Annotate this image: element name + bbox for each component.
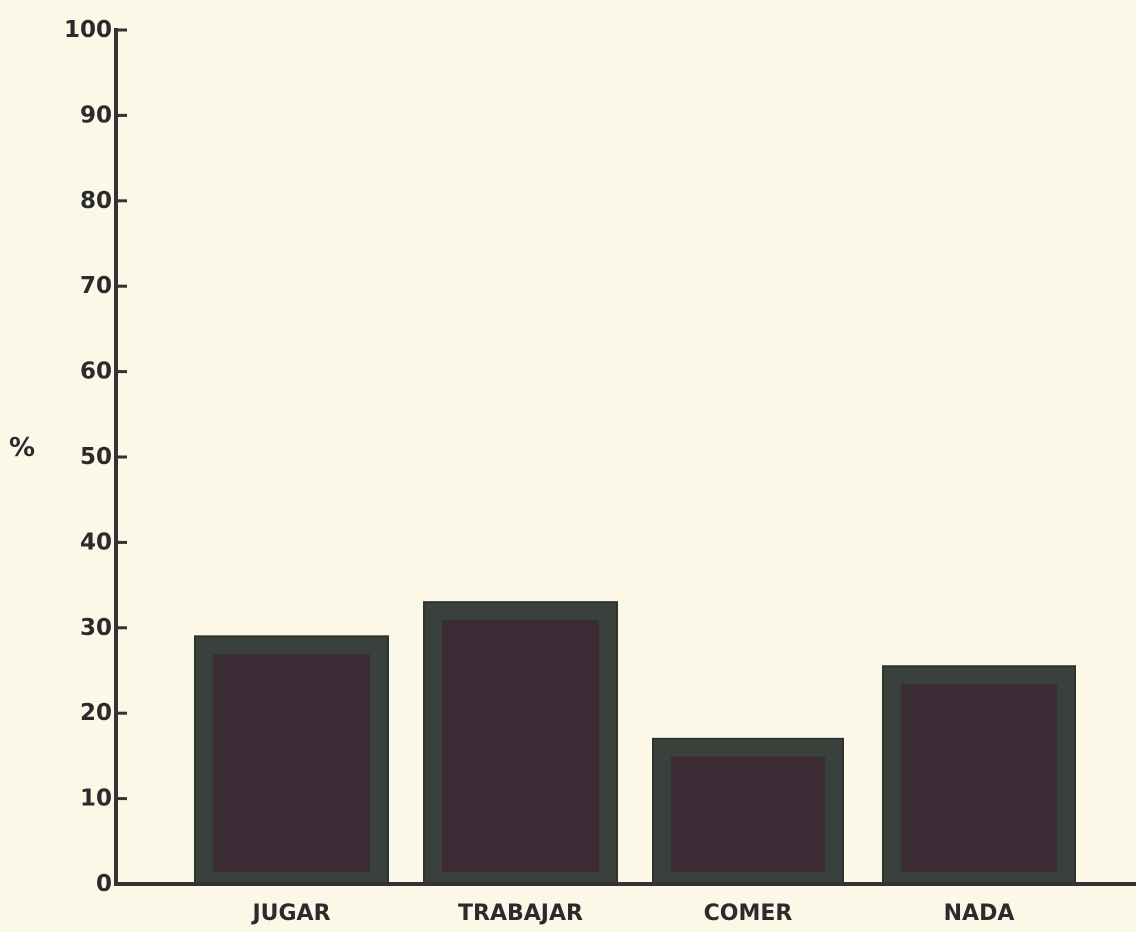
bar-inner-fill <box>671 756 825 872</box>
y-tick-label: 50 <box>80 444 112 470</box>
y-tick-label: 10 <box>80 786 112 812</box>
y-tick-label: 0 <box>96 871 112 897</box>
bar-inner-fill <box>213 654 370 872</box>
bar-inner-fill <box>442 620 599 872</box>
x-category-label: COMER <box>704 901 793 926</box>
y-tick-label: 60 <box>80 359 112 385</box>
x-labels-layer: JUGAR TRABAJAR COMER NADA <box>250 901 1014 926</box>
y-tick-label: 100 <box>64 17 112 43</box>
bar-inner-fill <box>901 684 1057 872</box>
y-tick-label: 20 <box>80 700 112 726</box>
x-category-label: TRABAJAR <box>458 901 583 926</box>
y-ticks-layer: 0 10 20 30 40 50 60 70 80 90 100 <box>64 17 127 897</box>
y-tick-label: 30 <box>80 615 112 641</box>
y-tick-label: 90 <box>80 102 112 128</box>
y-tick-label: 70 <box>80 273 112 299</box>
bars-layer <box>194 601 1076 886</box>
y-tick-label: 80 <box>80 188 112 214</box>
x-category-label: NADA <box>944 901 1015 926</box>
y-axis-title: % <box>9 433 35 463</box>
y-tick-label: 40 <box>80 529 112 555</box>
x-category-label: JUGAR <box>250 901 330 926</box>
